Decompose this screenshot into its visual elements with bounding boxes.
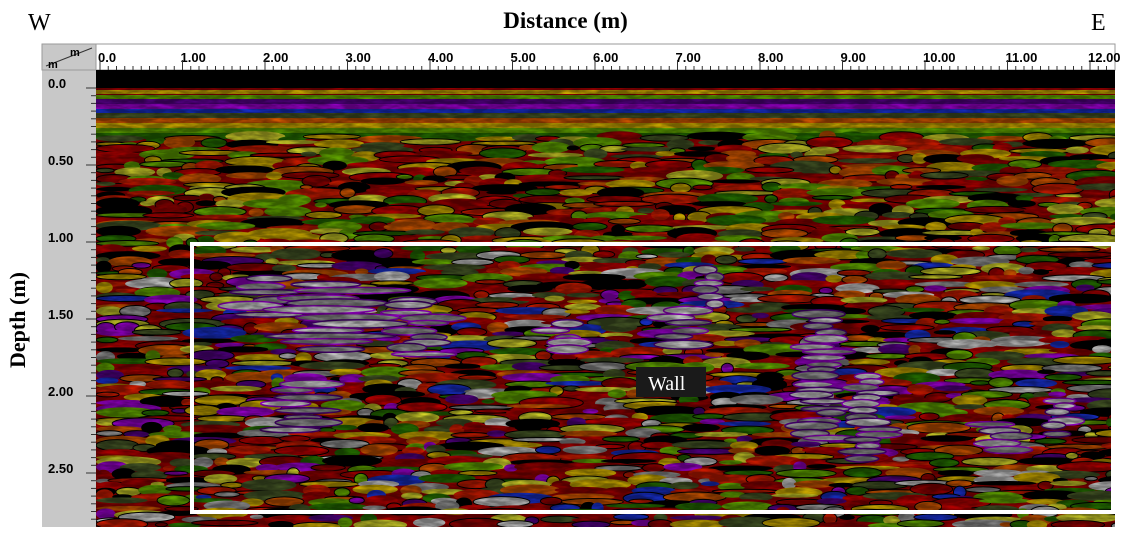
x-tick-label: 5.00	[511, 50, 536, 65]
distance-ruler	[95, 43, 1116, 71]
surface-black-band	[96, 70, 1115, 88]
x-tick-label: 3.00	[346, 50, 371, 65]
y-tick-label: 1.00	[48, 230, 73, 245]
x-tick-label: 1.00	[181, 50, 206, 65]
x-ticks: 0.0 1.00 2.00 3.00 4.00 5.00 6.00 7.00 8.00 9.00 1…	[98, 50, 1121, 70]
y-tick-label: 0.50	[48, 153, 73, 168]
x-tick-label: 10.00	[923, 50, 956, 65]
corner-unit-left: m	[48, 59, 58, 71]
y-ticks: 0.0 0.50 1.00 1.50 2.00 2.50	[48, 76, 96, 520]
x-tick-label: 12.00	[1088, 50, 1121, 65]
x-axis-title: Distance (m)	[503, 8, 628, 33]
x-tick-label: 11.00	[1006, 50, 1038, 65]
y-tick-label: 0.0	[48, 76, 66, 91]
wall-label: Wall	[648, 373, 686, 395]
east-label: E	[1091, 10, 1106, 36]
x-tick-label: 9.00	[841, 50, 866, 65]
y-tick-label: 2.50	[48, 461, 73, 476]
corner-unit-top: m	[70, 47, 80, 59]
x-tick-label: 4.00	[428, 50, 453, 65]
x-tick-label: 2.00	[263, 50, 288, 65]
wall-annotation: Wall	[636, 367, 706, 397]
corner-divider	[45, 47, 93, 67]
x-tick-label: 7.00	[676, 50, 701, 65]
x-tick-label: 0.0	[98, 50, 116, 65]
wall-highlight-box	[190, 242, 1115, 514]
radargram-image	[96, 70, 1115, 527]
y-tick-label: 1.50	[48, 307, 73, 322]
y-tick-label: 2.00	[48, 384, 73, 399]
x-tick-label: 6.00	[593, 50, 618, 65]
depth-ruler	[42, 44, 96, 527]
west-label: W	[28, 10, 51, 36]
x-tick-label: 8.00	[758, 50, 783, 65]
